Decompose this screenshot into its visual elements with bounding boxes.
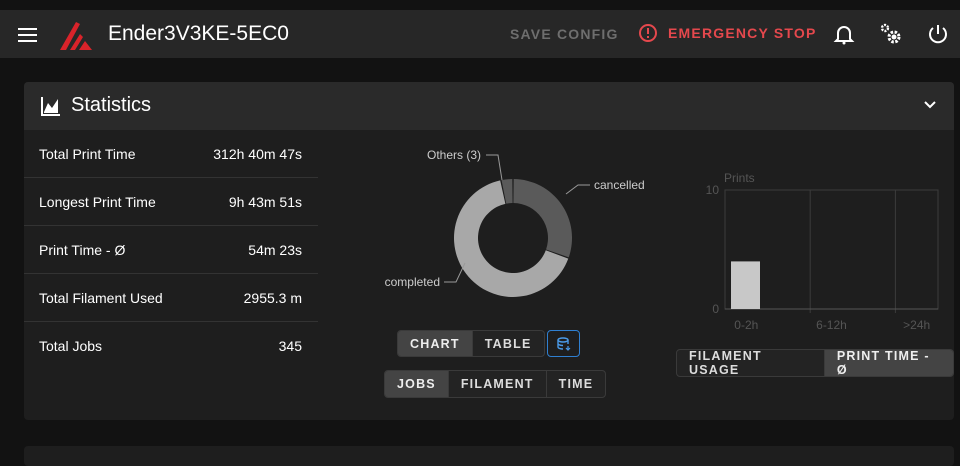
cogs-icon[interactable] [879, 22, 903, 46]
save-config-button[interactable]: SAVE CONFIG [510, 26, 619, 42]
y-tick-label: 10 [706, 183, 720, 197]
statistics-panel: Statistics Total Print Time 312h 40m 47s … [24, 82, 954, 420]
emergency-stop-label: EMERGENCY STOP [668, 25, 817, 41]
bell-icon[interactable] [832, 22, 856, 46]
stat-label: Total Jobs [39, 338, 103, 354]
slice-label: Others (3) [427, 148, 481, 162]
stat-label: Longest Print Time [39, 193, 156, 210]
stat-row: Longest Print Time 9h 43m 51s [24, 178, 318, 226]
chevron-down-icon[interactable] [924, 101, 936, 109]
label-leader-line [565, 184, 590, 195]
metric-toggle: JOBS FILAMENT TIME [384, 370, 607, 398]
stat-label: Print Time - Ø [39, 241, 126, 258]
stat-value: 2955.3 m [243, 289, 302, 306]
panel-header[interactable]: Statistics [24, 82, 954, 130]
emergency-stop-button[interactable]: EMERGENCY STOP [638, 23, 817, 43]
x-tick-label: 6-12h [816, 318, 847, 332]
donut-slice [501, 179, 513, 204]
stat-value: 345 [278, 338, 302, 354]
stat-row: Total Print Time 312h 40m 47s [24, 130, 318, 178]
jobs-button[interactable]: JOBS [385, 371, 449, 397]
export-data-button[interactable] [547, 330, 580, 357]
slice-label: cancelled [594, 178, 645, 192]
next-panel [24, 446, 954, 466]
stat-label: Total Print Time [39, 145, 136, 162]
donut-slice [513, 179, 572, 258]
menu-icon[interactable] [18, 26, 37, 42]
histogram-bar [731, 261, 760, 309]
logo [60, 22, 92, 50]
donut-slice [454, 180, 569, 297]
print-time-histogram: Prints 0 10 0-2h 6-12h >24h [706, 171, 939, 332]
y-axis-label: Prints [724, 171, 755, 185]
label-leader-line [486, 154, 503, 181]
stat-row: Print Time - Ø 54m 23s [24, 226, 318, 274]
x-tick-label: >24h [903, 318, 930, 332]
slice-label: completed [385, 275, 440, 289]
stat-value: 54m 23s [248, 241, 302, 258]
stat-row: Total Jobs 345 [24, 322, 318, 370]
table-view-button[interactable]: TABLE [484, 336, 532, 351]
label-leader-line [444, 262, 466, 283]
alert-octagon-icon [639, 24, 657, 42]
power-icon[interactable] [926, 22, 950, 46]
y-tick-label: 0 [712, 302, 719, 316]
stat-label: Total Filament Used [39, 289, 163, 306]
histogram-toggle: FILAMENT USAGE PRINT TIME - Ø [676, 349, 954, 377]
filament-button[interactable]: FILAMENT [449, 371, 547, 397]
database-export-icon [556, 336, 570, 351]
jobs-donut-chart: cancelled completed Others (3) [385, 148, 645, 297]
filament-usage-button[interactable]: FILAMENT USAGE [677, 350, 825, 376]
panel-title: Statistics [71, 94, 152, 116]
stat-value: 312h 40m 47s [213, 145, 302, 162]
x-tick-label: 0-2h [734, 318, 758, 332]
stat-row: Total Filament Used 2955.3 m [24, 274, 318, 322]
view-toggle: CHART TABLE [397, 330, 545, 357]
chart-view-button[interactable]: CHART [398, 331, 473, 356]
printer-name: Ender3V3KE-5EC0 [108, 22, 289, 45]
stats-list: Total Print Time 312h 40m 47s Longest Pri… [24, 130, 318, 370]
stat-value: 9h 43m 51s [228, 193, 302, 210]
time-button[interactable]: TIME [558, 377, 594, 391]
chart-line-icon [41, 97, 60, 116]
app-bar: Ender3V3KE-5EC0 SAVE CONFIG EMERGENCY ST… [0, 10, 960, 58]
print-time-avg-button[interactable]: PRINT TIME - Ø [824, 350, 953, 376]
